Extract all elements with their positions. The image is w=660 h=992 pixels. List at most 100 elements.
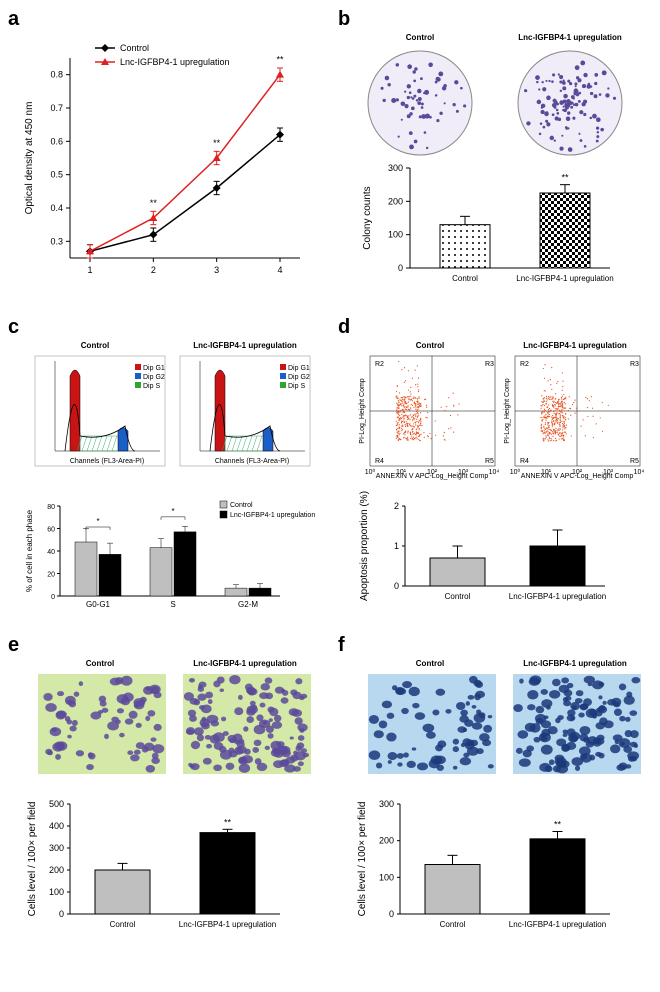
panel-f-yticks: 0100200300 [379, 799, 400, 919]
svg-text:Control: Control [110, 920, 136, 929]
panel-c-flow: Channels (FL3-Area-PI)Dip G1Dip G2Dip SC… [35, 356, 310, 466]
svg-text:20: 20 [47, 572, 55, 579]
panel-a-yticks: 0.30.40.50.60.70.8 [50, 70, 70, 247]
svg-text:Dip S: Dip S [143, 383, 160, 390]
svg-text:**: ** [554, 820, 562, 830]
svg-text:200: 200 [388, 196, 403, 206]
svg-text:Dip S: Dip S [288, 383, 305, 390]
svg-text:10⁰: 10⁰ [365, 468, 376, 476]
panel-c-yticks: 0 20 40 60 80 [47, 504, 60, 601]
panel-d-label: d [338, 316, 350, 339]
svg-text:Colony counts: Colony counts [362, 186, 373, 249]
panel-b-chart: ControlLnc-IGFBP4-1 upregulation 0 100 200… [350, 28, 650, 298]
panel-f-label: f [338, 634, 345, 657]
svg-text:400: 400 [49, 821, 64, 831]
svg-text:R5: R5 [485, 458, 494, 465]
panel-d-headers: ControlLnc-IGFBP4-1 upregulation [416, 341, 627, 350]
svg-text:R3: R3 [485, 361, 494, 368]
svg-text:0.7: 0.7 [50, 103, 63, 113]
svg-text:PI-Log_Height Comp: PI-Log_Height Comp [359, 378, 366, 443]
svg-text:100: 100 [49, 887, 64, 897]
panel-f-chart: Control Lnc-IGFBP4-1 upregulation 0 100 200… [350, 654, 650, 944]
panel-f-images [368, 674, 641, 774]
panel-c-bars: G0-G1*S*G2-M [75, 507, 271, 609]
svg-text:Control: Control [406, 33, 434, 42]
svg-text:G0-G1: G0-G1 [86, 600, 111, 609]
svg-text:Dip G2: Dip G2 [288, 374, 310, 381]
svg-text:Control: Control [86, 659, 114, 668]
svg-text:10²: 10² [427, 469, 438, 476]
panel-a-lines: ****** [86, 55, 284, 258]
svg-text:0: 0 [59, 909, 64, 919]
svg-text:0: 0 [51, 594, 55, 601]
svg-text:% of cell in each phase: % of cell in each phase [25, 509, 34, 592]
svg-text:Dip G1: Dip G1 [143, 365, 165, 372]
svg-text:0.3: 0.3 [50, 236, 63, 246]
panel-e-label: e [8, 634, 19, 657]
panel-d: d ControlLnc-IGFBP4-1 upregulation R2 R3 R… [340, 318, 650, 616]
svg-text:Lnc-IGFBP4-1 upregulation: Lnc-IGFBP4-1 upregulation [193, 341, 297, 350]
panel-e-images [38, 674, 311, 774]
panel-d-bars: ControlLnc-IGFBP4-1 upregulation [430, 530, 606, 601]
svg-text:60: 60 [47, 527, 55, 534]
svg-text:0: 0 [398, 263, 403, 273]
svg-text:Dip G2: Dip G2 [143, 374, 165, 381]
panel-e-headers: Control Lnc-IGFBP4-1 upregulation [86, 659, 297, 668]
svg-text:Control: Control [445, 592, 471, 601]
svg-text:**: ** [276, 55, 284, 65]
panel-a-label: a [8, 8, 19, 31]
svg-text:Control: Control [440, 920, 466, 929]
panel-b-plates: ControlLnc-IGFBP4-1 upregulation [368, 33, 622, 155]
svg-text:Dip G1: Dip G1 [288, 365, 310, 372]
panel-a: a 0.30.40.50.60.70.8 1234 ****** Optical… [10, 10, 320, 298]
svg-text:300: 300 [388, 163, 403, 173]
svg-text:2: 2 [394, 501, 399, 511]
svg-text:10¹: 10¹ [541, 469, 552, 476]
svg-text:Control: Control [120, 43, 149, 53]
panel-c-headers: ControlLnc-IGFBP4-1 upregulation [81, 341, 297, 350]
svg-text:Lnc-IGFBP4-1 upregulation: Lnc-IGFBP4-1 upregulation [193, 659, 297, 668]
svg-text:R2: R2 [375, 361, 384, 368]
svg-text:R4: R4 [375, 458, 384, 465]
svg-text:Lnc-IGFBP4-1 upregulation: Lnc-IGFBP4-1 upregulation [230, 512, 315, 519]
svg-text:Cells level / 100× per field: Cells level / 100× per field [27, 802, 38, 917]
panel-b-label: b [338, 8, 350, 31]
svg-text:R2: R2 [520, 361, 529, 368]
svg-text:3: 3 [214, 265, 219, 275]
svg-text:R3: R3 [630, 361, 639, 368]
svg-text:40: 40 [47, 549, 55, 556]
panel-d-scatter: R2R3R4R5ANNEXIN V APC-Log_Height CompPI-… [359, 356, 644, 480]
svg-text:0: 0 [394, 581, 399, 591]
svg-text:200: 200 [379, 836, 394, 846]
svg-text:*: * [96, 517, 99, 526]
svg-text:10²: 10² [572, 469, 583, 476]
panel-e-chart: ControlLnc-IGFBP4-1 upregulation 0100200… [20, 654, 320, 944]
svg-text:4: 4 [277, 265, 282, 275]
svg-text:Lnc-IGFBP4-1 upregulation: Lnc-IGFBP4-1 upregulation [120, 57, 230, 67]
panel-a-xticks: 1234 [87, 258, 282, 275]
svg-text:Control: Control [452, 274, 478, 283]
panel-c-label: c [8, 316, 19, 339]
svg-text:2: 2 [151, 265, 156, 275]
panel-c-chart: ControlLnc-IGFBP4-1 upregulation Channel… [20, 336, 320, 616]
svg-text:0.6: 0.6 [50, 136, 63, 146]
svg-text:Lnc-IGFBP4-1 upregulation: Lnc-IGFBP4-1 upregulation [523, 659, 627, 668]
svg-text:0: 0 [389, 909, 394, 919]
svg-text:Control: Control [416, 659, 444, 668]
svg-text:Optical density at 450 nm: Optical density at 450 nm [24, 102, 35, 215]
panel-c: c ControlLnc-IGFBP4-1 upregulation Chann… [10, 318, 320, 616]
svg-text:0.5: 0.5 [50, 170, 63, 180]
svg-text:100: 100 [388, 230, 403, 240]
svg-text:S: S [170, 600, 175, 609]
svg-text:R4: R4 [520, 458, 529, 465]
svg-text:10¹: 10¹ [396, 469, 407, 476]
svg-text:0.8: 0.8 [50, 70, 63, 80]
svg-text:100: 100 [379, 872, 394, 882]
svg-text:Channels (FL3-Area-PI): Channels (FL3-Area-PI) [70, 458, 144, 465]
svg-text:**: ** [213, 138, 221, 148]
svg-text:80: 80 [47, 504, 55, 511]
panel-c-legend: ControlLnc-IGFBP4-1 upregulation [220, 501, 315, 519]
panel-b-yticks: 0 100 200 300 [388, 163, 410, 273]
svg-text:Lnc-IGFBP4-1 upregulation: Lnc-IGFBP4-1 upregulation [509, 920, 606, 929]
svg-text:300: 300 [49, 843, 64, 853]
